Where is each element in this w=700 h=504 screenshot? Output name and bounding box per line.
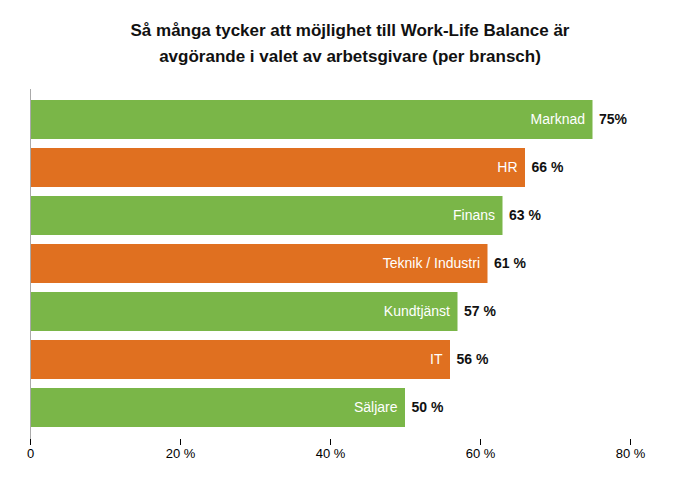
svg-text:50 %: 50 % (412, 399, 444, 415)
svg-text:Marknad: Marknad (531, 111, 585, 127)
svg-text:61 %: 61 % (494, 255, 526, 271)
svg-text:Teknik / Industri: Teknik / Industri (383, 255, 480, 271)
svg-text:Finans: Finans (453, 207, 495, 223)
svg-text:75%: 75% (599, 111, 628, 127)
svg-text:HR: HR (497, 159, 517, 175)
svg-text:40 %: 40 % (316, 446, 346, 461)
svg-text:56 %: 56 % (457, 351, 489, 367)
svg-text:Kundtjänst: Kundtjänst (384, 303, 450, 319)
svg-text:63 %: 63 % (509, 207, 541, 223)
svg-text:80 %: 80 % (616, 446, 646, 461)
svg-text:66 %: 66 % (532, 159, 564, 175)
svg-text:20 %: 20 % (166, 446, 196, 461)
svg-text:57 %: 57 % (464, 303, 496, 319)
html-text:Så många tycker att möjlighet: Så många tycker att möjlighet till Work-… (130, 21, 570, 66)
svg-text:0: 0 (27, 446, 34, 461)
svg-text:IT: IT (430, 351, 443, 367)
svg-text:Säljare: Säljare (354, 399, 398, 415)
svg-text:60 %: 60 % (466, 446, 496, 461)
